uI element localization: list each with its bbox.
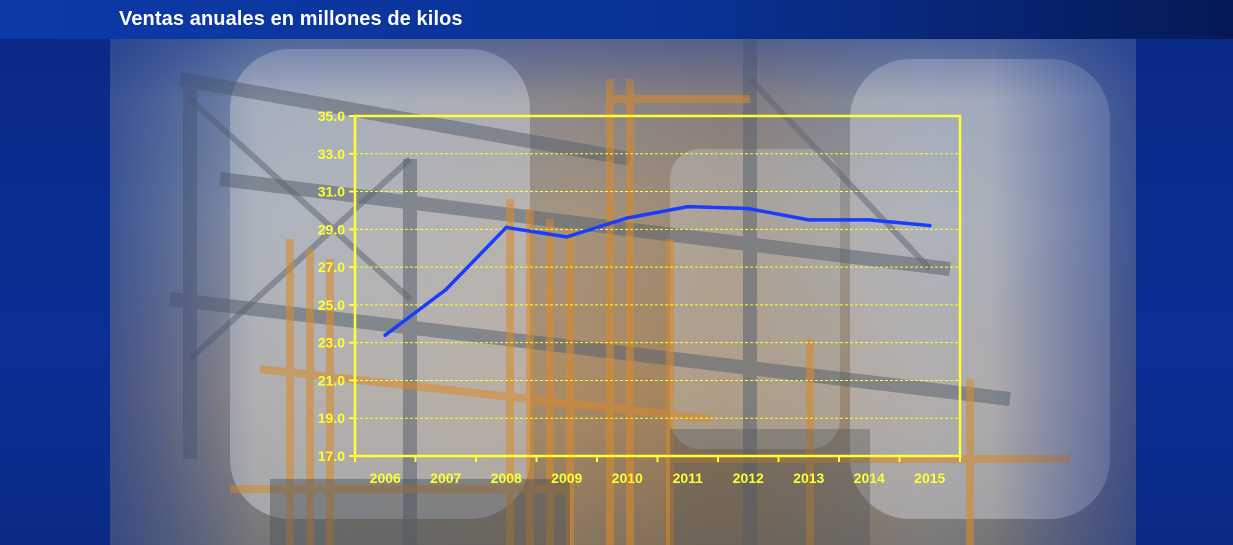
x-tick-label: 2014 <box>854 470 885 486</box>
right-background-panel <box>1136 39 1233 545</box>
data-point <box>504 225 509 230</box>
image-blue-fade-overlay <box>110 39 1136 545</box>
y-tick-label: 19.0 <box>318 410 345 426</box>
x-tick-label: 2006 <box>370 470 401 486</box>
x-tick-label: 2009 <box>551 470 582 486</box>
y-tick-label: 17.0 <box>318 448 345 464</box>
x-tick-label: 2012 <box>733 470 764 486</box>
data-point <box>685 204 690 209</box>
data-point <box>867 218 872 222</box>
y-tick-label: 27.0 <box>318 259 345 275</box>
y-tick-label: 23.0 <box>318 335 345 351</box>
y-tick-label: 25.0 <box>318 297 345 313</box>
data-point <box>383 333 388 337</box>
y-tick-label: 33.0 <box>318 146 345 162</box>
x-tick-label: 2013 <box>793 470 824 486</box>
data-point <box>564 235 569 239</box>
data-point <box>746 206 751 211</box>
x-tick-label: 2010 <box>612 470 643 486</box>
plot-area-frame <box>353 114 962 458</box>
title-bar: Ventas anuales en millones de kilos <box>0 0 1233 39</box>
data-point <box>806 218 811 222</box>
y-tick-label: 21.0 <box>318 372 345 388</box>
x-tick-label: 2008 <box>491 470 522 486</box>
data-point <box>927 223 932 228</box>
x-tick-label: 2007 <box>430 470 461 486</box>
left-background-panel <box>0 39 110 545</box>
page-title: Ventas anuales en millones de kilos <box>119 8 463 30</box>
x-tick-label: 2011 <box>673 470 704 486</box>
y-tick-label: 35.0 <box>318 108 345 124</box>
x-tick-label: 2015 <box>914 470 945 486</box>
data-point <box>625 216 630 220</box>
y-tick-label: 29.0 <box>318 221 345 237</box>
data-point <box>443 287 448 292</box>
industrial-plant-background-image <box>110 39 1136 545</box>
series-line <box>383 204 932 337</box>
y-tick-label: 31.0 <box>318 184 345 200</box>
